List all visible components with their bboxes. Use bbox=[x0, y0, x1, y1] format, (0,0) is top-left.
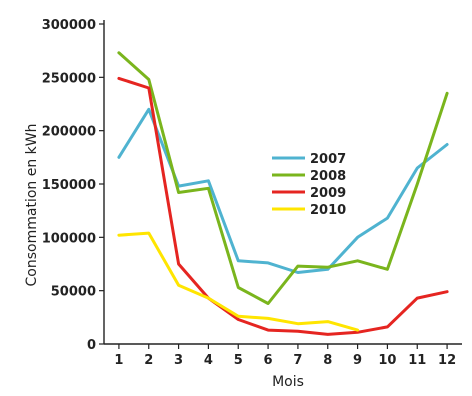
x-tick-label: 6 bbox=[264, 353, 273, 368]
x-tick-label: 8 bbox=[323, 353, 332, 368]
x-tick-label: 2 bbox=[144, 353, 153, 368]
x-tick-label: 1 bbox=[114, 353, 123, 368]
x-tick-label: 10 bbox=[378, 353, 396, 368]
x-tick-label: 5 bbox=[234, 353, 243, 368]
legend-label-2010: 2010 bbox=[310, 203, 346, 218]
x-tick-label: 3 bbox=[174, 353, 183, 368]
x-tick-label: 4 bbox=[204, 353, 213, 368]
x-tick-label: 12 bbox=[438, 353, 456, 368]
y-tick-label: 100000 bbox=[42, 231, 96, 246]
legend-label-2008: 2008 bbox=[310, 169, 346, 184]
legend: 2007 2008 2009 2010 bbox=[272, 152, 346, 218]
legend-label-2007: 2007 bbox=[310, 152, 346, 167]
y-axis-title-group: Consommation en kWh bbox=[24, 124, 40, 287]
y-tick-label: 300000 bbox=[42, 18, 96, 33]
y-tick-label: 250000 bbox=[42, 71, 96, 86]
x-axis-title: Mois bbox=[272, 374, 304, 390]
y-tick-label: 0 bbox=[87, 338, 96, 353]
y-tick-label: 200000 bbox=[42, 125, 96, 140]
series-lines bbox=[117, 51, 449, 336]
series-line-2009 bbox=[117, 76, 449, 336]
x-tick-label: 11 bbox=[408, 353, 426, 368]
y-tick-label: 50000 bbox=[51, 285, 96, 300]
x-tick-label: 7 bbox=[293, 353, 302, 368]
y-tick-label: 150000 bbox=[42, 178, 96, 193]
series-line-2008 bbox=[117, 51, 449, 305]
legend-label-2009: 2009 bbox=[310, 186, 346, 201]
series-line-2010 bbox=[117, 231, 360, 332]
y-axis-title: Consommation en kWh bbox=[24, 124, 40, 287]
x-tick-label: 9 bbox=[353, 353, 362, 368]
